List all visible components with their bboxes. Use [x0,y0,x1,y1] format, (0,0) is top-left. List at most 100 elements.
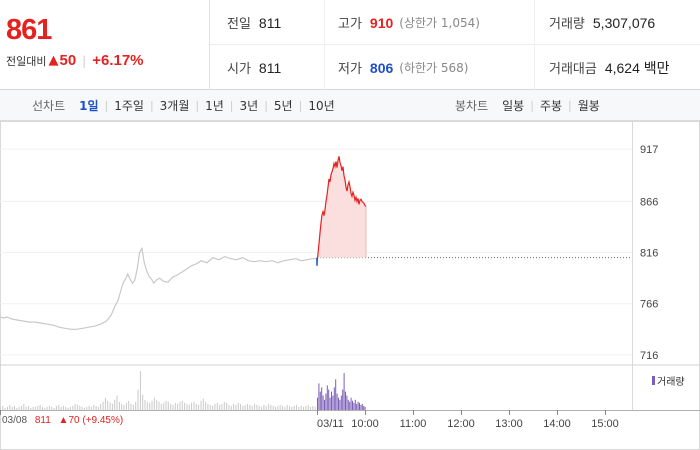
volume-bar [349,401,351,410]
volume-bar [9,404,11,410]
volume-bar [35,406,36,410]
low-value: 806 [369,59,394,76]
volume-bar [328,389,330,410]
volume-bar [2,405,4,410]
tab-3year[interactable]: 3년 [239,99,259,113]
volume-bar [335,379,337,411]
prev-day-change: ▲70 (+9.45%) [58,415,124,426]
volume-bar [209,404,211,410]
tab-daily-candle[interactable]: 일봉 [502,99,525,113]
volume-bar [318,383,320,411]
tab-5year[interactable]: 5년 [273,99,293,113]
volume-bar [39,404,41,410]
volume-bar [244,404,246,410]
volume-bar [53,407,55,410]
volume-bar [102,401,104,410]
volume-bar [352,400,353,410]
volume-bar [277,405,279,410]
open-label: 시가 [227,62,251,77]
volume-bar [170,403,172,410]
tab-monthly-candle[interactable]: 월봉 [577,99,600,113]
volume-bar [177,403,179,410]
volume-bar [223,401,225,410]
volume-bar [291,406,293,410]
volume-bar [321,387,323,410]
volume-bar [93,404,95,410]
volume-legend-label: 거래량 [657,377,685,388]
volume-bar [139,371,141,410]
tab-divider: | [264,99,268,112]
volume-bar [74,403,76,410]
volume-bar [342,389,344,410]
price-chart: 917 866 816 766 716 03/11 10:00 11:00 12:00 13:00… [0,121,700,450]
volume-bar [361,403,363,410]
tab-divider: | [195,99,200,112]
volume-bar [163,402,165,410]
volume-bar [293,405,295,410]
volume-bar [46,406,48,410]
volume-label: 거래량 [549,17,585,32]
volume-bar [249,404,251,410]
tab-divider: | [530,99,534,112]
volume-bar [67,407,69,410]
volume-bar [111,403,113,410]
info-row: 시가 811 저가 806 (하한가 568) 거래대금 4,624 백만 [210,45,700,90]
volume-bar [265,405,267,410]
tab-3month[interactable]: 3개월 [159,99,190,113]
volume-bar [240,403,242,410]
volume-bar [107,400,109,410]
volume-bar [191,402,193,410]
tab-divider: | [568,99,572,112]
volume-bar [354,399,356,411]
tab-1year[interactable]: 1년 [205,99,224,113]
volume-bar [279,404,281,410]
volume-bar [247,403,249,410]
volume-bar [130,403,132,410]
volume-bar [235,404,237,410]
tab-1week[interactable]: 1주일 [114,99,144,113]
volume-bar [83,407,85,410]
tab-divider: | [149,99,154,112]
volume-bar [340,395,342,410]
volume-bar [90,406,92,410]
x-tick-label: 13:00 [495,418,523,430]
volume-bar [326,385,328,410]
tab-1day[interactable]: 1일 [79,99,99,113]
y-tick-label: 766 [640,299,658,311]
volume-bar [137,389,139,410]
volume-bar [188,404,190,410]
volume-bar [4,407,6,410]
volume-bar [356,403,358,410]
volume-bar [307,404,309,410]
volume-bar [149,402,151,410]
y-tick-label: 816 [640,248,658,260]
volume-bar [123,404,125,410]
volume-bar [228,404,230,410]
volume-bar [116,395,118,410]
change-row: 전일대비 ▲ 50 | +6.17% [6,52,144,69]
volume-bar [42,406,43,410]
volume-bar [160,403,162,410]
volume-bar [132,404,134,410]
volume-bar [125,402,127,410]
tab-weekly-candle[interactable]: 주봉 [539,99,563,113]
line-chart-label: 선차트 [32,99,66,113]
change-amount: 50 [59,52,77,69]
x-tick-label: 15:00 [591,418,619,430]
line-chart-tabs: 선차트 1일 | 1주일 | 3개월 | 1년 | 3년 | 5년 | 10년 [32,90,335,121]
volume-bar [286,404,288,410]
tab-10year[interactable]: 10년 [308,99,335,113]
volume-bar [263,404,265,410]
volume-bar [158,401,160,410]
change-label: 전일대비 [6,54,47,68]
volume-bar [345,391,346,410]
volume-bar [300,405,302,410]
volume-bar [156,399,158,411]
volume-bar [305,405,307,410]
volume-bar [76,404,78,410]
volume-bar [230,405,232,410]
volume-bar [32,406,34,410]
volume-bar [205,401,207,410]
open-cell: 시가 811 [210,45,325,90]
volume-bar [65,406,67,410]
